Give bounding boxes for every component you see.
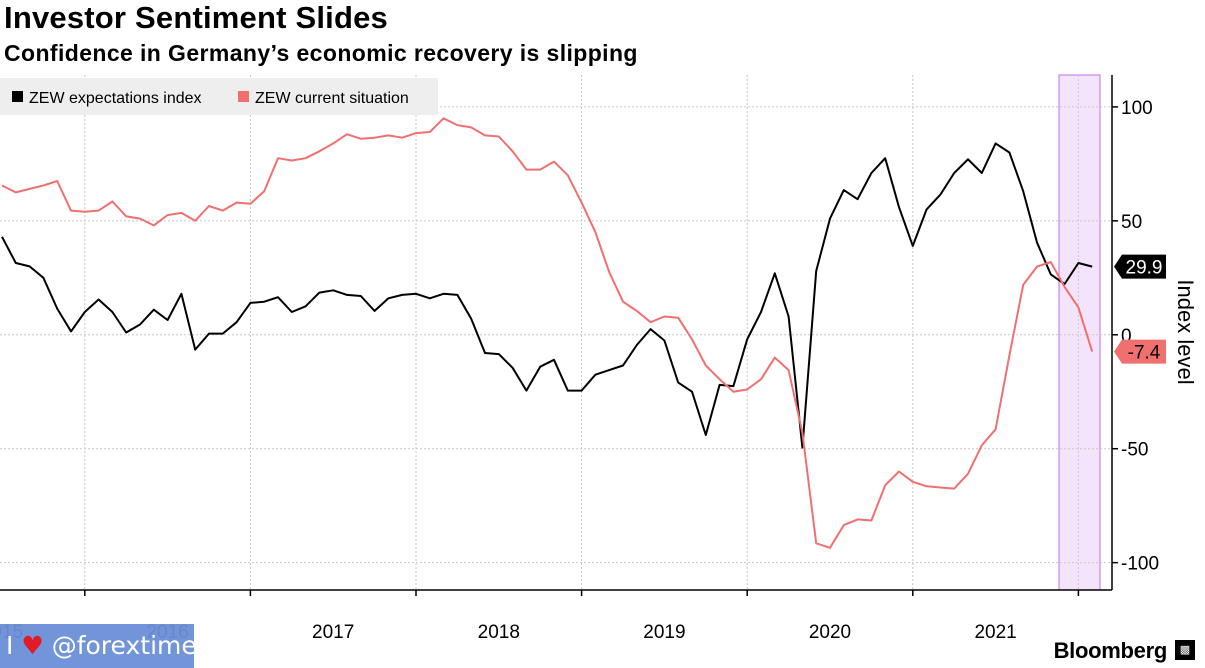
legend-label: ZEW expectations index xyxy=(29,90,202,107)
terminal-icon: ▩ xyxy=(1175,640,1195,660)
grid xyxy=(0,75,1112,590)
watermark-prefix: I xyxy=(6,631,14,660)
y-tick-label: -100 xyxy=(1121,554,1159,575)
legend-swatch xyxy=(12,91,23,102)
y-tick-label: 50 xyxy=(1121,212,1142,233)
series-layer xyxy=(1,117,1094,549)
legend-box xyxy=(0,78,438,115)
heart-icon: ♥ xyxy=(21,631,44,660)
legend: ZEW expectations index ZEW current situat… xyxy=(0,78,438,115)
x-tick-label: 2020 xyxy=(809,622,851,643)
chart-title: Investor Sentiment Slides xyxy=(4,0,388,35)
end-label-expectations-text: 29.9 xyxy=(1126,258,1163,279)
y-tick-label: 100 xyxy=(1121,98,1153,119)
end-label-current-text: -7.4 xyxy=(1128,343,1161,364)
chart-subtitle: Confidence in Germany’s economic recover… xyxy=(4,40,638,66)
highlight-period xyxy=(1058,74,1101,591)
legend-swatch xyxy=(238,91,249,102)
x-tick-label: 2018 xyxy=(478,622,520,643)
y-tick-label: 0 xyxy=(1121,326,1132,347)
series-line-expectations xyxy=(1,142,1093,449)
x-tick-label: 2019 xyxy=(643,622,685,643)
x-tick-label: 2017 xyxy=(312,622,354,643)
legend-label: ZEW current situation xyxy=(255,90,409,107)
y-axis-title: Index level xyxy=(1173,279,1198,384)
watermark-handle: @forextimes_ru xyxy=(51,631,249,660)
y-tick-label: -50 xyxy=(1121,440,1148,461)
x-tick-label: 2021 xyxy=(974,622,1016,643)
bloomberg-logo: Bloomberg xyxy=(1053,638,1168,663)
highlight-band xyxy=(1058,74,1101,591)
end-label-expectations: 29.9 xyxy=(1114,254,1166,279)
series-line-current xyxy=(1,117,1094,549)
end-label-current: -7.4 xyxy=(1114,339,1166,364)
watermark[interactable]: I ♥ @forextimes_ru xyxy=(0,624,248,668)
axes: 100500-50-100201520162017201820192020202… xyxy=(0,75,1198,643)
